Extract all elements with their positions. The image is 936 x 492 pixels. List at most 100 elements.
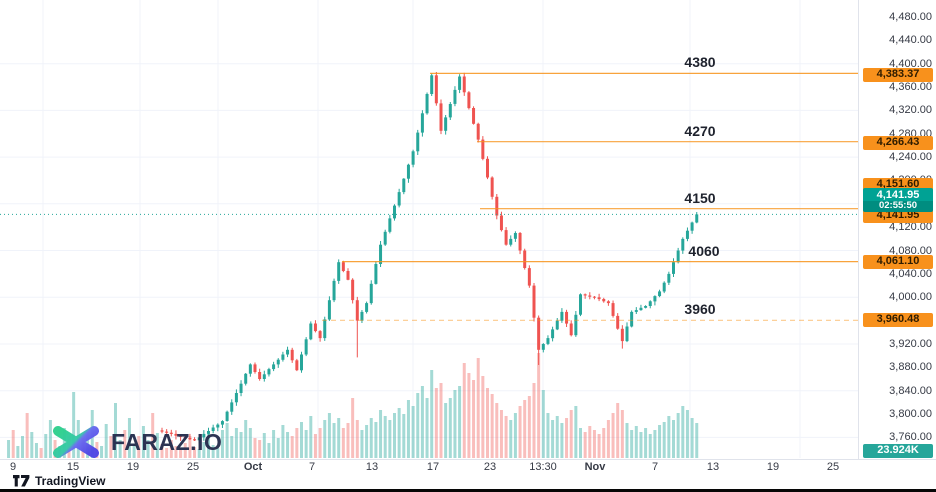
volume-bar	[304, 430, 308, 458]
volume-bar	[518, 406, 522, 458]
price-badge: 4,266.43	[863, 136, 933, 150]
volume-bar	[504, 416, 508, 458]
candle-body	[197, 437, 201, 441]
candle-body	[430, 75, 434, 94]
candle-body	[495, 196, 499, 216]
volume-bar	[137, 436, 141, 458]
tradingview-link[interactable]: TradingView	[35, 474, 106, 488]
candle-body	[374, 264, 378, 284]
price-badge: 4,061.10	[863, 255, 933, 269]
price-tick: 4,440.00	[889, 34, 932, 47]
candle-body	[504, 230, 508, 245]
volume-bar	[165, 448, 169, 458]
candle-body	[351, 279, 355, 301]
volume-bar	[490, 394, 494, 458]
candle-body	[202, 433, 206, 438]
volume-bar	[672, 420, 675, 458]
time-tick: 7	[651, 461, 659, 473]
candle-body	[634, 310, 638, 312]
candle-body	[662, 282, 666, 292]
volume-bar	[546, 413, 550, 458]
volume-bar	[11, 430, 15, 458]
volume-bar	[295, 428, 299, 458]
price-badge: 4,141.95	[863, 209, 933, 223]
candle-body	[467, 92, 471, 109]
brand-name: FARAZ.IO	[111, 428, 223, 455]
volume-bar	[444, 403, 448, 458]
candle-body	[546, 338, 550, 344]
volume-bar	[588, 426, 592, 458]
volume-bar	[104, 424, 108, 458]
volume-bar	[648, 434, 652, 458]
candle-body	[365, 303, 369, 312]
volume-bar	[458, 386, 462, 458]
price-tick: 4,120.00	[889, 221, 932, 234]
time-axis[interactable]: 9 15 19 25 Oct 7 13 17 23 13:30 Nov 7 13 19 25	[0, 459, 936, 473]
volume-bar	[7, 440, 11, 458]
level-label-4270[interactable]: 4270	[684, 122, 716, 139]
candle-body	[653, 296, 657, 302]
volume-bar	[123, 430, 127, 458]
chart-pane[interactable]: 4380 4270 4150 4060 3960 FARAZ.IO	[0, 0, 858, 468]
tradingview-logo-icon[interactable]	[13, 475, 30, 487]
candle-body	[527, 268, 531, 286]
volume-bar	[592, 430, 596, 458]
candle-body	[207, 431, 210, 434]
volume-bar	[30, 432, 34, 458]
volume-bar	[25, 413, 29, 458]
candle-body	[472, 108, 476, 124]
volume-bar	[155, 433, 159, 458]
volume-bar	[402, 414, 406, 458]
candle-body	[388, 218, 392, 232]
volume-bar	[620, 410, 624, 458]
volume-bar	[313, 434, 317, 458]
volume-bar	[100, 446, 104, 458]
price-tick: 4,080.00	[889, 244, 932, 257]
volume-bar	[318, 428, 322, 458]
level-label-4150[interactable]: 4150	[684, 189, 716, 206]
time-tick: Nov	[584, 461, 606, 473]
candle-body	[490, 177, 494, 197]
volume-badge: 23.924K	[863, 444, 933, 458]
candle-body	[248, 364, 252, 374]
volume-bar	[62, 428, 66, 458]
price-badge: 4,383.37	[863, 68, 933, 82]
candle-body	[165, 431, 169, 433]
candle-body	[434, 75, 438, 104]
candle-body	[220, 421, 224, 425]
price-tick: 4,320.00	[889, 104, 932, 117]
candle-body	[685, 230, 689, 239]
volume-bar	[527, 396, 531, 458]
candle-body	[276, 359, 280, 365]
time-tick: 17	[426, 461, 440, 473]
price-scale[interactable]: 4,480.00 4,440.00 4,400.00 4,360.00 4,320.00…	[858, 0, 936, 459]
volume-bar	[690, 418, 694, 458]
volume-bar	[323, 420, 327, 458]
candle-body	[518, 233, 522, 251]
candle-body	[644, 306, 648, 308]
candle-body	[560, 311, 564, 321]
candle-body	[625, 326, 629, 342]
candle-body	[579, 294, 582, 315]
price-tick: 3,760.00	[889, 431, 932, 444]
candle-body	[193, 439, 197, 441]
time-tick: 25	[826, 461, 840, 473]
attribution-bar: TradingView	[0, 473, 936, 489]
candle-body	[318, 331, 322, 339]
candle-body	[690, 222, 694, 231]
candle-body	[411, 151, 415, 165]
volume-bar	[44, 434, 48, 458]
level-label-3960[interactable]: 3960	[684, 301, 716, 318]
volume-bar	[453, 390, 457, 458]
candle-body	[416, 132, 420, 152]
volume-bar	[597, 434, 601, 458]
volume-bar	[462, 363, 466, 458]
candle-body	[341, 262, 345, 271]
volume-bar	[579, 428, 582, 458]
candle-body	[323, 319, 327, 339]
volume-bar	[355, 420, 359, 458]
level-label-4380[interactable]: 4380	[684, 54, 716, 71]
candle-body	[300, 354, 303, 371]
level-label-4060[interactable]: 4060	[688, 242, 720, 259]
volume-bar	[602, 428, 606, 458]
